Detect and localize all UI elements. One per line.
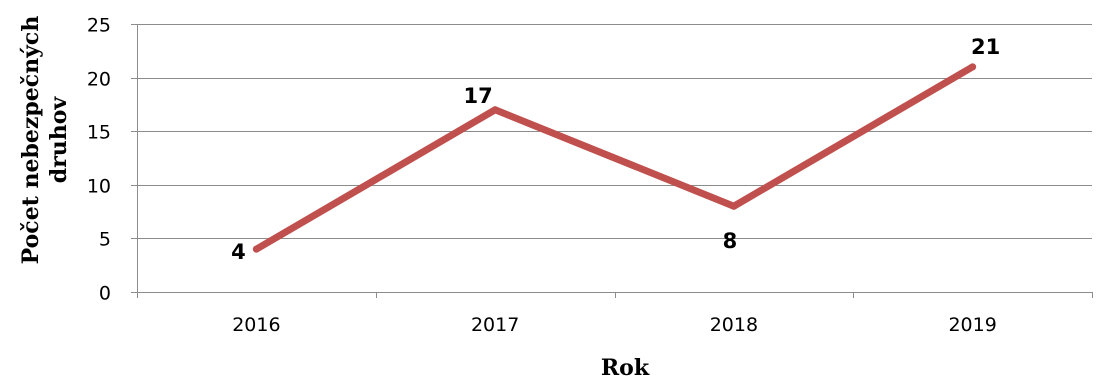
data-labels: 4 17 8 21: [231, 35, 1000, 264]
data-point: [491, 106, 499, 114]
gridlines: [137, 24, 1092, 293]
data-label: 4: [231, 240, 246, 264]
y-tick-label: 0: [99, 283, 111, 305]
y-axis-title-line-2: druhov: [46, 96, 72, 184]
x-tick-label: 2019: [948, 314, 996, 336]
axes: [131, 24, 1093, 298]
x-tick-labels: 2016 2017 2018 2019: [232, 314, 997, 336]
data-label: 8: [723, 229, 738, 253]
data-point: [969, 63, 977, 71]
y-tick-label: 15: [87, 122, 111, 144]
y-tick-labels: 0 5 10 15 20 25: [87, 15, 111, 305]
data-label: 17: [464, 84, 493, 108]
y-tick-label: 20: [87, 69, 111, 91]
y-axis-title-line-1: Počet nebezpečných: [18, 16, 44, 265]
x-tick-label: 2016: [232, 314, 280, 336]
x-tick-label: 2018: [710, 314, 758, 336]
x-tick-label: 2017: [471, 314, 519, 336]
x-axis-title: Rok: [601, 355, 650, 378]
y-tick-label: 5: [99, 229, 111, 251]
series-line-0: [252, 63, 977, 253]
y-tick-label: 25: [87, 15, 111, 37]
data-label: 21: [971, 35, 1000, 59]
y-tick-label: 10: [87, 176, 111, 198]
series: [252, 63, 977, 253]
data-point: [730, 202, 738, 210]
y-axis-title: Počet nebezpečných druhov: [18, 16, 72, 265]
data-point: [252, 245, 260, 253]
